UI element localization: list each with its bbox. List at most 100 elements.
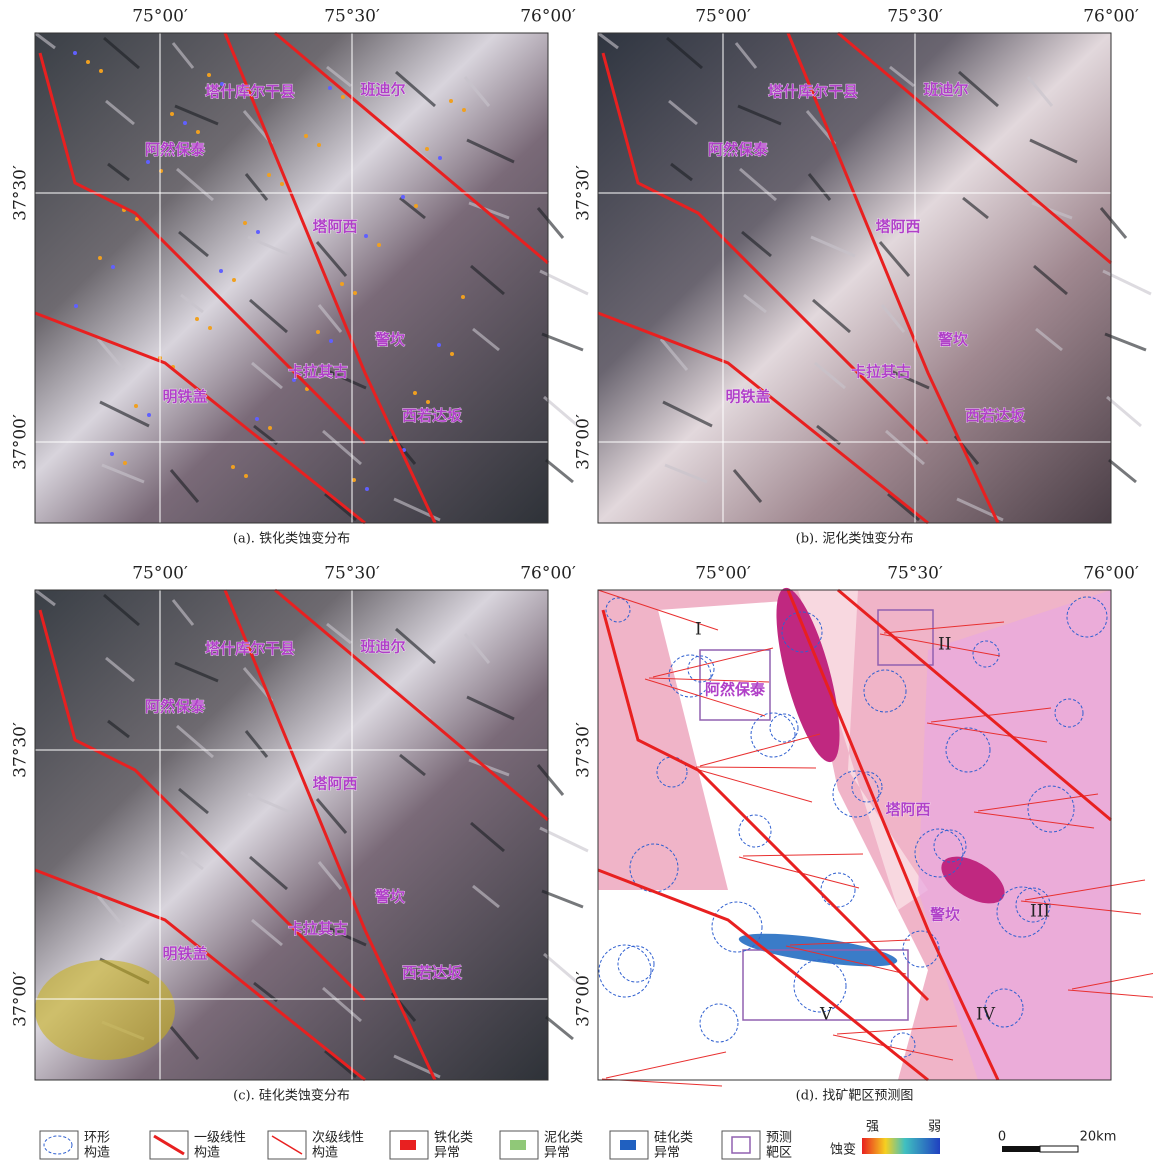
iron-anomaly	[183, 121, 187, 125]
alteration-ramp	[862, 1138, 940, 1154]
place-label: 阿然保泰	[708, 141, 769, 159]
iron-anomaly	[111, 265, 115, 269]
legend-text: 环形	[84, 1131, 110, 1146]
place-label: 阿然保泰	[705, 681, 766, 699]
iron-anomaly	[232, 278, 236, 282]
iron-anomaly	[450, 352, 454, 356]
iron-anomaly	[134, 404, 138, 408]
figure: 75°00′75°30′76°00′37°30′37°00′塔什库尔干县班迪尔阿…	[0, 0, 1153, 1162]
page: 75°00′75°30′76°00′37°30′37°00′塔什库尔干县班迪尔阿…	[0, 0, 1153, 1166]
place-label: 塔阿西	[312, 775, 357, 793]
iron-anomaly	[98, 256, 102, 260]
iron-anomaly	[195, 317, 199, 321]
iron-anomaly	[74, 304, 78, 308]
ridge	[1107, 397, 1141, 426]
place-label: 阿然保泰	[145, 698, 206, 716]
longitude-label: 75°30′	[324, 7, 380, 27]
place-label: 警坎	[937, 331, 968, 349]
iron-anomaly	[243, 221, 247, 225]
legend-text: 铁化类	[434, 1131, 473, 1146]
legend-text: 构造	[194, 1146, 220, 1161]
place-label: 班迪尔	[923, 81, 968, 99]
zone-label: III	[1030, 902, 1050, 922]
iron-anomaly	[268, 426, 272, 430]
place-label: 塔什库尔干县	[205, 83, 295, 101]
legend-text: 硅化类	[654, 1131, 693, 1146]
place-label: 阿然保泰	[145, 141, 206, 159]
place-label: 塔阿西	[312, 218, 357, 236]
legend-secondary-fault	[272, 1136, 302, 1154]
legend-iron	[400, 1140, 416, 1150]
iron-anomaly	[86, 60, 90, 64]
longitude-label: 75°00′	[695, 7, 751, 27]
legend-silica	[620, 1140, 636, 1150]
legend-main-fault	[154, 1136, 184, 1154]
legend-text: 一级线性	[194, 1131, 246, 1146]
iron-anomaly	[352, 478, 356, 482]
place-label: 西若达坂	[965, 407, 1026, 425]
place-label: 明铁盖	[725, 388, 770, 406]
legend-text: 异常	[434, 1146, 460, 1161]
legend-text: 次级线性	[312, 1130, 364, 1146]
place-label: 卡拉其古	[288, 920, 348, 938]
iron-anomaly	[73, 51, 77, 55]
place-label: 明铁盖	[162, 945, 207, 963]
place-label: 班迪尔	[360, 638, 405, 656]
iron-anomaly	[340, 282, 344, 286]
iron-anomaly	[462, 108, 466, 112]
scale-start: 0	[998, 1130, 1006, 1145]
zone-label: IV	[976, 1005, 996, 1025]
latitude-label: 37°30′	[11, 722, 31, 778]
iron-anomaly	[123, 461, 127, 465]
map-panel: 75°00′75°30′76°00′37°30′37°00′塔什库尔干县班迪尔阿…	[11, 564, 589, 1104]
longitude-label: 76°00′	[520, 7, 576, 27]
scale-bar-black	[1002, 1146, 1040, 1152]
latitude-label: 37°00′	[11, 971, 31, 1027]
legend-mud	[510, 1140, 526, 1150]
iron-anomaly	[317, 143, 321, 147]
alteration-strong: 强	[866, 1120, 879, 1135]
place-label: 警坎	[929, 906, 960, 924]
iron-anomaly	[146, 160, 150, 164]
ridge	[1109, 460, 1136, 482]
place-label: 卡拉其古	[288, 363, 348, 381]
legend-text: 构造	[312, 1146, 338, 1161]
iron-anomaly	[256, 230, 260, 234]
iron-anomaly	[219, 269, 223, 273]
place-label: 西若达坂	[402, 964, 463, 982]
scale-bar-white	[1040, 1146, 1078, 1152]
iron-anomaly	[170, 112, 174, 116]
map-panel: 75°00′75°30′76°00′37°30′37°00′塔什库尔干县班迪尔阿…	[574, 7, 1152, 547]
legend-text: 异常	[544, 1146, 570, 1161]
latitude-label: 37°00′	[574, 971, 594, 1027]
iron-anomaly	[207, 73, 211, 77]
latitude-label: 37°30′	[11, 165, 31, 221]
legend-text: 构造	[84, 1146, 110, 1161]
legend-target	[732, 1137, 750, 1153]
longitude-label: 76°00′	[1083, 7, 1139, 27]
iron-anomaly	[353, 291, 357, 295]
ridge	[546, 1017, 573, 1039]
iron-anomaly	[244, 474, 248, 478]
silica-anomaly	[35, 960, 175, 1060]
place-label: 塔什库尔干县	[205, 640, 295, 658]
longitude-label: 75°30′	[887, 564, 943, 584]
longitude-label: 75°00′	[132, 564, 188, 584]
iron-anomaly	[414, 204, 418, 208]
place-label: 塔阿西	[875, 218, 920, 236]
longitude-label: 76°00′	[1083, 564, 1139, 584]
panel-caption: (d). 找矿靶区预测图	[796, 1089, 914, 1104]
iron-anomaly	[341, 95, 345, 99]
iron-anomaly	[461, 295, 465, 299]
panel-caption: (b). 泥化类蚀变分布	[796, 531, 914, 547]
legend-ring	[44, 1136, 72, 1154]
iron-anomaly	[364, 234, 368, 238]
iron-anomaly	[437, 343, 441, 347]
place-label: 卡拉其古	[851, 363, 911, 381]
scale-end: 20km	[1080, 1130, 1117, 1145]
longitude-label: 75°00′	[695, 564, 751, 584]
ridge	[546, 460, 573, 482]
zone-label: II	[938, 635, 951, 655]
iron-anomaly	[304, 134, 308, 138]
place-label: 警坎	[374, 331, 405, 349]
